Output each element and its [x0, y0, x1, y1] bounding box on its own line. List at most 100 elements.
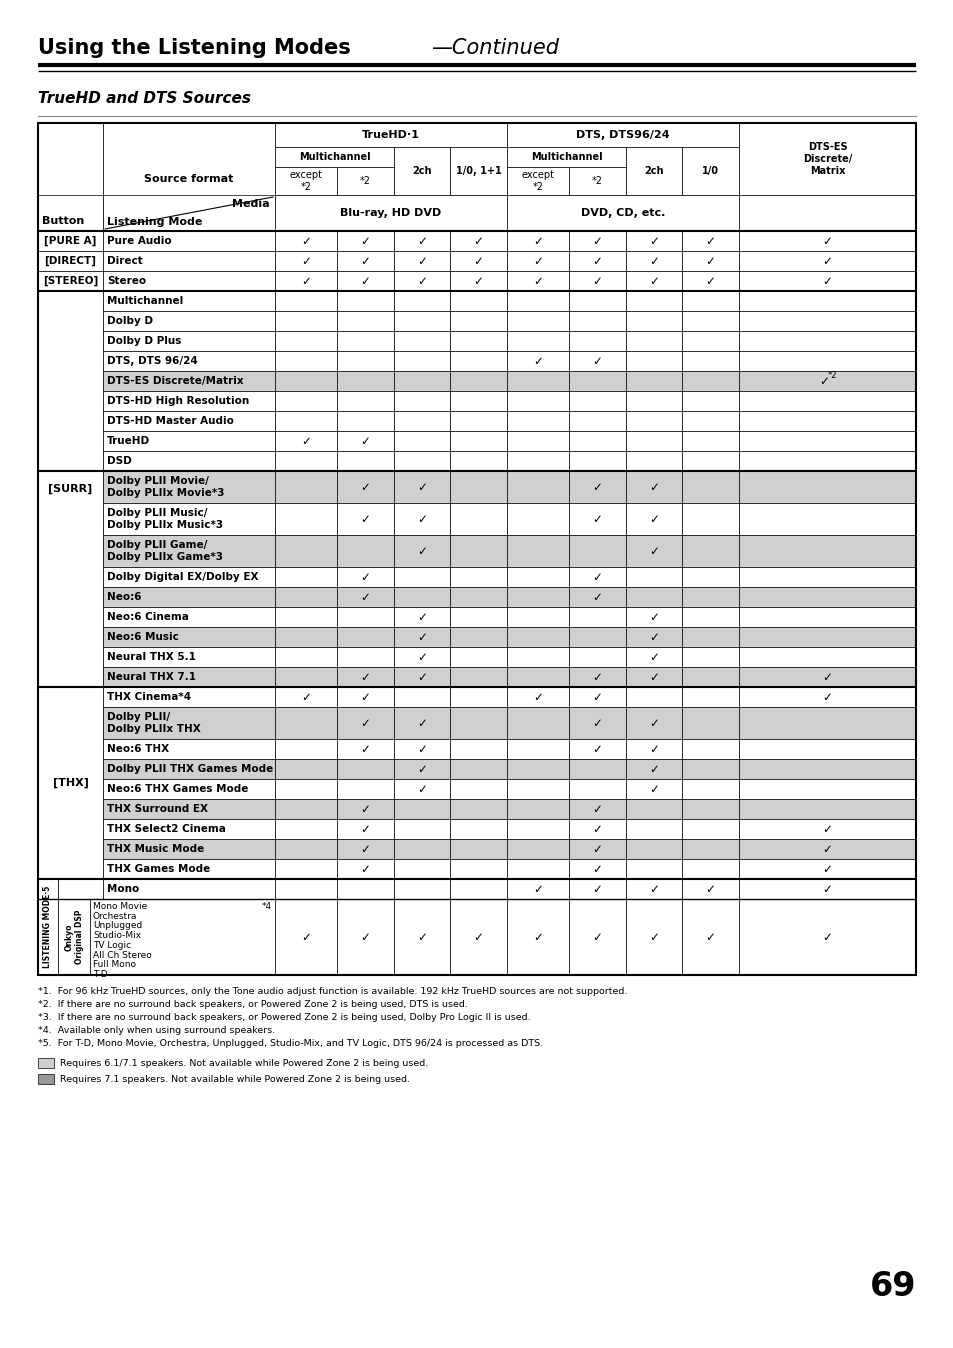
Text: ✓: ✓: [648, 651, 659, 663]
Bar: [681, 647, 739, 667]
Bar: [681, 470, 739, 503]
Bar: [394, 586, 450, 607]
Bar: [336, 470, 394, 503]
Bar: [625, 231, 681, 251]
Bar: [625, 739, 681, 759]
Text: THX Surround EX: THX Surround EX: [107, 803, 208, 814]
Text: ✓: ✓: [533, 690, 542, 704]
Bar: [274, 568, 336, 586]
Bar: [681, 667, 739, 687]
Text: ✓: ✓: [416, 512, 427, 526]
Bar: [568, 838, 625, 859]
Text: THX Select2 Cinema: THX Select2 Cinema: [107, 824, 226, 834]
Text: ✓: ✓: [592, 512, 601, 526]
Bar: [739, 391, 915, 411]
Bar: [274, 647, 336, 667]
Bar: [394, 431, 450, 452]
Bar: [739, 779, 915, 799]
Text: ✓: ✓: [473, 930, 483, 944]
Bar: [103, 503, 274, 535]
Text: ✓: ✓: [648, 611, 659, 624]
Bar: [38, 123, 103, 231]
Bar: [681, 147, 739, 195]
Bar: [274, 311, 336, 332]
Bar: [274, 739, 336, 759]
Bar: [568, 371, 625, 391]
Bar: [625, 706, 681, 739]
Text: ✓: ✓: [592, 883, 601, 895]
Bar: [568, 332, 625, 350]
Bar: [274, 271, 336, 291]
Bar: [450, 251, 506, 271]
Bar: [568, 535, 625, 568]
Text: ✓: ✓: [301, 690, 311, 704]
Bar: [506, 706, 568, 739]
Bar: [506, 251, 568, 271]
Bar: [274, 123, 506, 147]
Bar: [450, 391, 506, 411]
Bar: [625, 647, 681, 667]
Bar: [103, 687, 274, 706]
Text: Requires 6.1/7.1 speakers. Not available while Powered Zone 2 is being used.: Requires 6.1/7.1 speakers. Not available…: [60, 1058, 428, 1068]
Text: ✓: ✓: [648, 512, 659, 526]
Bar: [336, 291, 394, 311]
Bar: [103, 879, 274, 899]
Bar: [394, 568, 450, 586]
Bar: [506, 167, 568, 195]
Text: Multichannel: Multichannel: [107, 297, 183, 306]
Bar: [103, 431, 274, 452]
Bar: [394, 667, 450, 687]
Bar: [568, 251, 625, 271]
Text: *5.  For T-D, Mono Movie, Orchestra, Unplugged, Studio-Mix, and TV Logic, DTS 96: *5. For T-D, Mono Movie, Orchestra, Unpl…: [38, 1039, 542, 1047]
Bar: [274, 759, 336, 779]
Bar: [625, 759, 681, 779]
Text: Dolby PLII Game/
Dolby PLIIx Game*3: Dolby PLII Game/ Dolby PLIIx Game*3: [107, 541, 223, 562]
Bar: [103, 759, 274, 779]
Bar: [506, 899, 568, 975]
Bar: [336, 706, 394, 739]
Bar: [274, 667, 336, 687]
Bar: [450, 687, 506, 706]
Bar: [739, 627, 915, 647]
Bar: [739, 899, 915, 975]
Bar: [681, 838, 739, 859]
Bar: [38, 123, 915, 975]
Text: *3.  If there are no surround back speakers, or Powered Zone 2 is being used, Do: *3. If there are no surround back speake…: [38, 1012, 530, 1022]
Bar: [394, 147, 450, 195]
Text: ✓: ✓: [648, 480, 659, 493]
Bar: [103, 647, 274, 667]
Bar: [506, 350, 568, 371]
Text: ✓: ✓: [821, 235, 832, 248]
Text: ✓: ✓: [648, 763, 659, 775]
Text: ✓: ✓: [592, 670, 601, 683]
Bar: [681, 371, 739, 391]
Bar: [625, 859, 681, 879]
Bar: [568, 350, 625, 371]
Text: Direct: Direct: [107, 256, 143, 266]
Bar: [336, 350, 394, 371]
Bar: [336, 820, 394, 838]
Bar: [103, 411, 274, 431]
Text: ✓: ✓: [592, 930, 601, 944]
Bar: [506, 687, 568, 706]
Bar: [506, 739, 568, 759]
Bar: [568, 391, 625, 411]
Bar: [681, 291, 739, 311]
Text: Requires 7.1 speakers. Not available while Powered Zone 2 is being used.: Requires 7.1 speakers. Not available whi…: [60, 1074, 410, 1084]
Bar: [394, 503, 450, 535]
Bar: [506, 470, 568, 503]
Text: ✓: ✓: [533, 275, 542, 287]
Bar: [739, 195, 915, 231]
Bar: [103, 667, 274, 687]
Bar: [739, 759, 915, 779]
Text: Button: Button: [42, 216, 84, 226]
Bar: [739, 251, 915, 271]
Text: Mono Movie
Orchestra
Unplugged
Studio-Mix
TV Logic
All Ch Stereo
Full Mono
T-D: Mono Movie Orchestra Unplugged Studio-Mi…: [92, 902, 152, 979]
Bar: [450, 859, 506, 879]
Text: ✓: ✓: [648, 255, 659, 267]
Bar: [625, 667, 681, 687]
Text: ✓: ✓: [592, 802, 601, 816]
Text: Neo:6 THX: Neo:6 THX: [107, 744, 169, 754]
Bar: [450, 452, 506, 470]
Text: ✓: ✓: [416, 235, 427, 248]
